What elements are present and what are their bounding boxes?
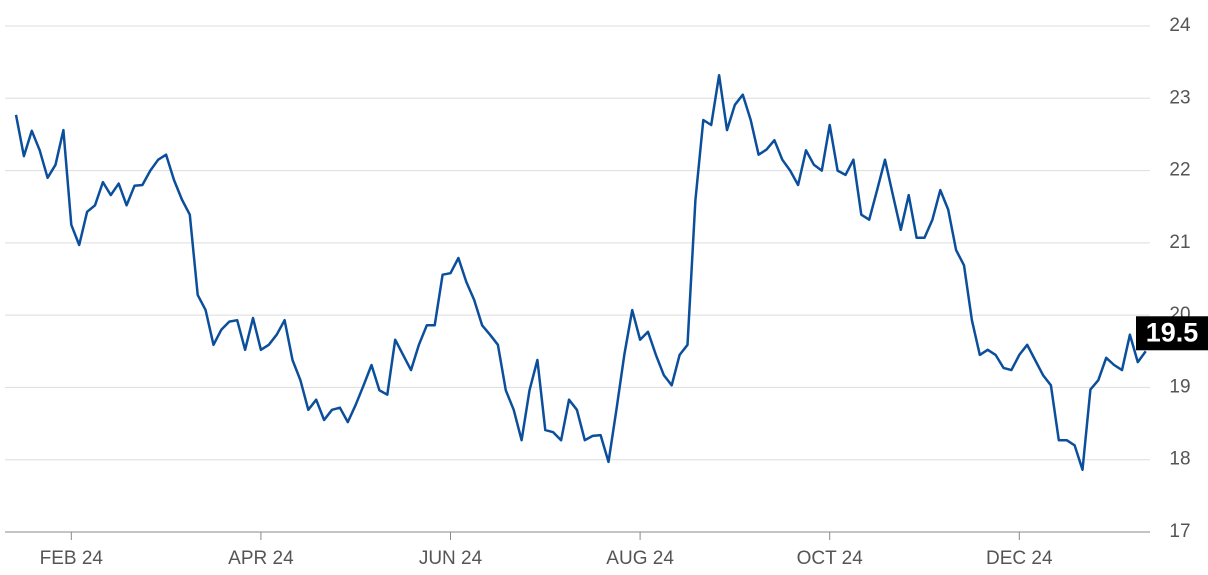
y-tick-label: 19 [1169,376,1190,397]
y-tick-label: 22 [1169,160,1190,181]
y-tick-label: 23 [1169,87,1190,108]
x-tick-label: OCT 24 [797,548,864,569]
x-tick-label: DEC 24 [986,548,1053,569]
last-value-box [1136,316,1208,351]
x-tick-label: FEB 24 [40,548,104,569]
x-tick-label: AUG 24 [606,548,674,569]
y-tick-label: 21 [1169,232,1190,253]
y-tick-label: 18 [1169,449,1190,470]
last-value-label: 19.5 [1146,317,1199,347]
y-tick-label: 24 [1169,15,1191,36]
price-line [14,73,1147,472]
y-tick-label: 17 [1169,521,1190,542]
x-tick-label: APR 24 [228,548,294,569]
x-tick-label: JUN 24 [419,548,483,569]
